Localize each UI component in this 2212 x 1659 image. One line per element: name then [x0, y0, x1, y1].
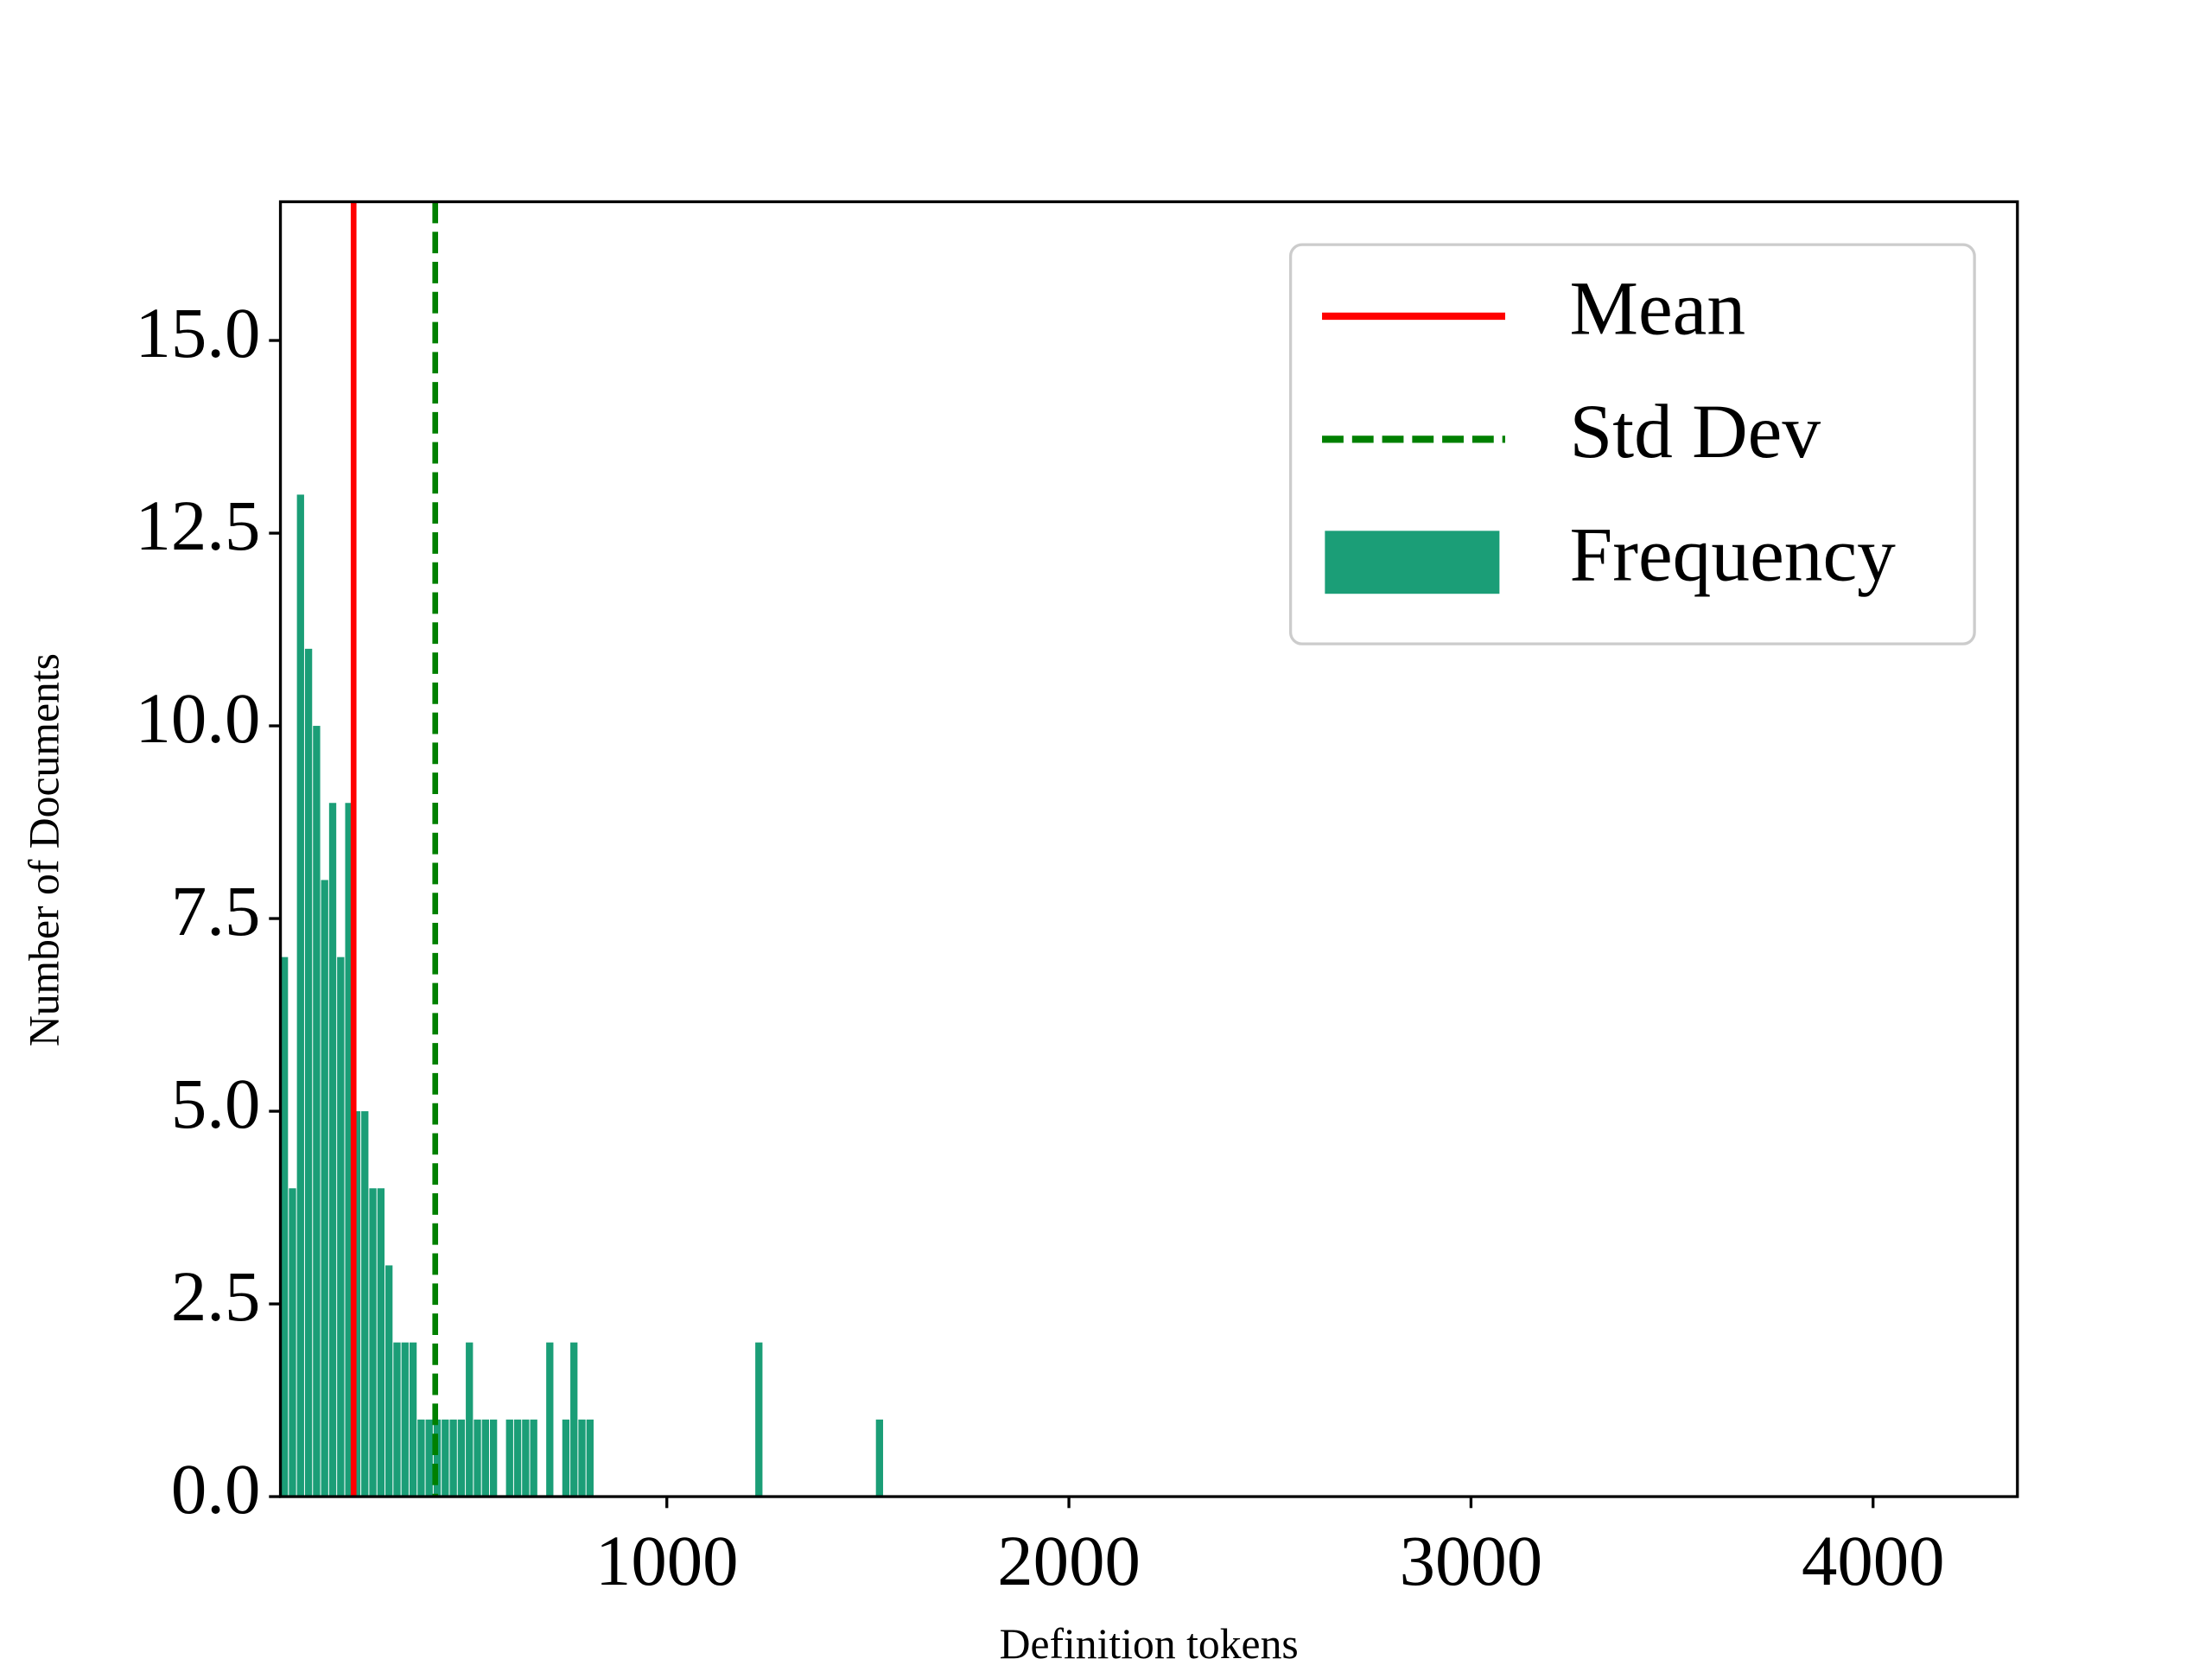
bar	[586, 1419, 594, 1497]
bar	[337, 957, 345, 1497]
bar	[546, 1342, 554, 1497]
bar	[393, 1342, 401, 1497]
x-tick-label: 2000	[997, 1521, 1141, 1600]
bar	[369, 1188, 377, 1497]
legend-label: Frequency	[1570, 512, 1897, 597]
bar	[570, 1342, 578, 1497]
x-tick-label: 3000	[1400, 1521, 1543, 1600]
bar	[328, 803, 337, 1497]
legend-label: Mean	[1570, 265, 1746, 351]
bar	[433, 1419, 442, 1497]
bar	[353, 1111, 361, 1497]
bar	[875, 1419, 884, 1497]
bar	[442, 1419, 449, 1497]
y-tick-label: 7.5	[171, 871, 260, 950]
bar	[417, 1419, 425, 1497]
bar	[457, 1419, 466, 1497]
bar	[345, 803, 353, 1497]
bar	[313, 726, 321, 1497]
bar	[321, 880, 328, 1497]
legend-label: Std Dev	[1570, 389, 1821, 474]
bar	[562, 1419, 570, 1497]
y-tick-label: 15.0	[135, 293, 260, 372]
y-tick-label: 5.0	[171, 1064, 260, 1143]
x-axis-label: Definition tokens	[1000, 1620, 1299, 1659]
bar	[505, 1419, 513, 1497]
bar	[289, 1188, 296, 1497]
bar	[522, 1419, 530, 1497]
bar	[296, 494, 304, 1497]
bar	[489, 1419, 498, 1497]
bar	[513, 1419, 522, 1497]
bar	[281, 957, 289, 1497]
legend-swatch	[1325, 531, 1500, 594]
bar	[449, 1419, 457, 1497]
bar	[385, 1265, 393, 1497]
bar	[466, 1342, 474, 1497]
y-tick-label: 10.0	[135, 678, 260, 758]
x-tick-label: 1000	[595, 1521, 739, 1600]
bar	[361, 1111, 369, 1497]
plot-frame	[278, 200, 2019, 1498]
y-tick-label: 2.5	[171, 1256, 260, 1336]
bar	[578, 1419, 586, 1497]
bar	[425, 1419, 433, 1497]
bar	[401, 1342, 409, 1497]
bar	[474, 1419, 481, 1497]
bar	[755, 1342, 763, 1497]
bar	[481, 1419, 489, 1497]
y-axis-label: Number of Documents	[21, 653, 68, 1046]
y-tick-label: 12.5	[135, 486, 260, 565]
bar	[377, 1188, 385, 1497]
x-tick-label: 4000	[1802, 1521, 1945, 1600]
bar	[409, 1342, 417, 1497]
bar	[530, 1419, 537, 1497]
bar	[304, 648, 313, 1497]
y-tick-label: 0.0	[171, 1449, 260, 1529]
